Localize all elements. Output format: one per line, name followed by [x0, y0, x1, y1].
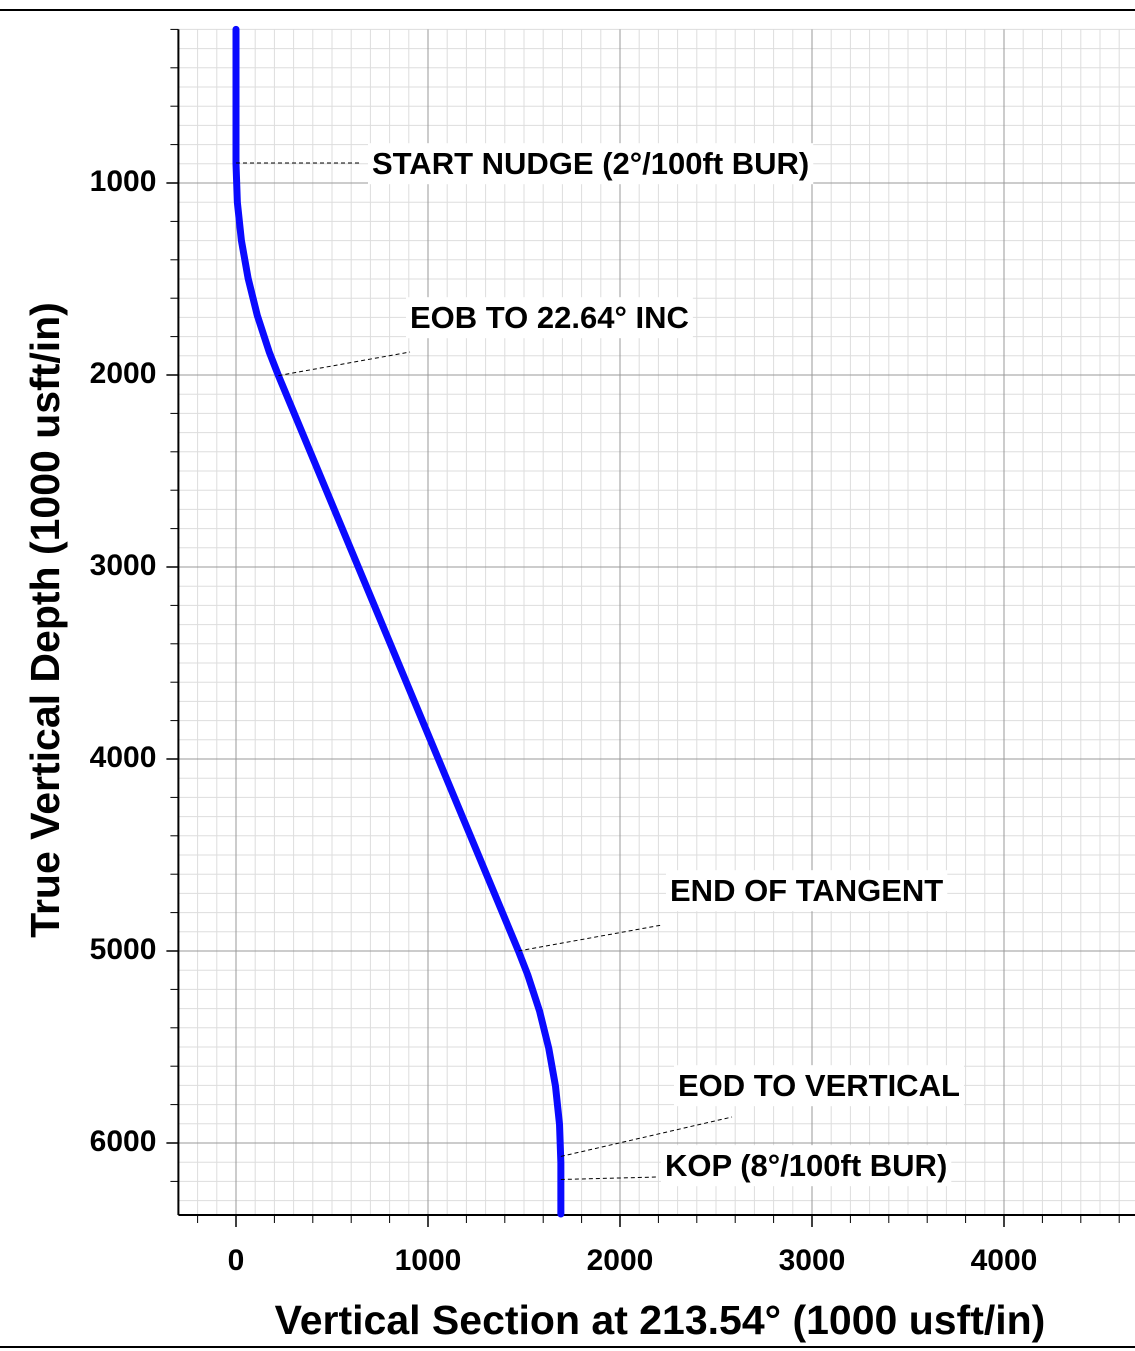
x-tick-label: 1000	[395, 1244, 462, 1277]
leader-line	[278, 351, 411, 377]
annotation: KOP (8°/100ft BUR)	[665, 1148, 947, 1183]
y-tick-label: 2000	[90, 357, 157, 390]
y-tick-label: 3000	[90, 549, 157, 582]
y-tick-label: 6000	[90, 1125, 157, 1158]
x-tick-label: 0	[228, 1244, 245, 1277]
annotation-background	[666, 870, 948, 912]
leader-line	[518, 924, 663, 952]
x-tick-label: 3000	[779, 1244, 846, 1277]
annotation: END OF TANGENT	[670, 873, 943, 908]
annotation: EOB TO 22.64° INC	[410, 300, 689, 335]
annotation-background	[406, 297, 693, 339]
y-tick-label: 4000	[90, 741, 157, 774]
x-tick-label: 2000	[587, 1244, 654, 1277]
annotation-background	[368, 143, 814, 185]
y-axis-title: True Vertical Depth (1000 usft/in)	[22, 302, 68, 938]
leader-line	[560, 1176, 659, 1180]
annotation-background	[674, 1065, 964, 1107]
trajectory-line	[232, 25, 565, 1218]
annotation: EOD TO VERTICAL	[678, 1068, 960, 1103]
leader-line	[560, 1116, 733, 1157]
y-tick-label: 1000	[90, 165, 157, 198]
y-tick-label: 5000	[90, 933, 157, 966]
annotation: START NUDGE (2°/100ft BUR)	[372, 146, 809, 181]
annotation-background	[661, 1145, 952, 1187]
x-tick-label: 4000	[971, 1244, 1038, 1277]
x-axis-title: Vertical Section at 213.54° (1000 usft/i…	[275, 1297, 1046, 1343]
